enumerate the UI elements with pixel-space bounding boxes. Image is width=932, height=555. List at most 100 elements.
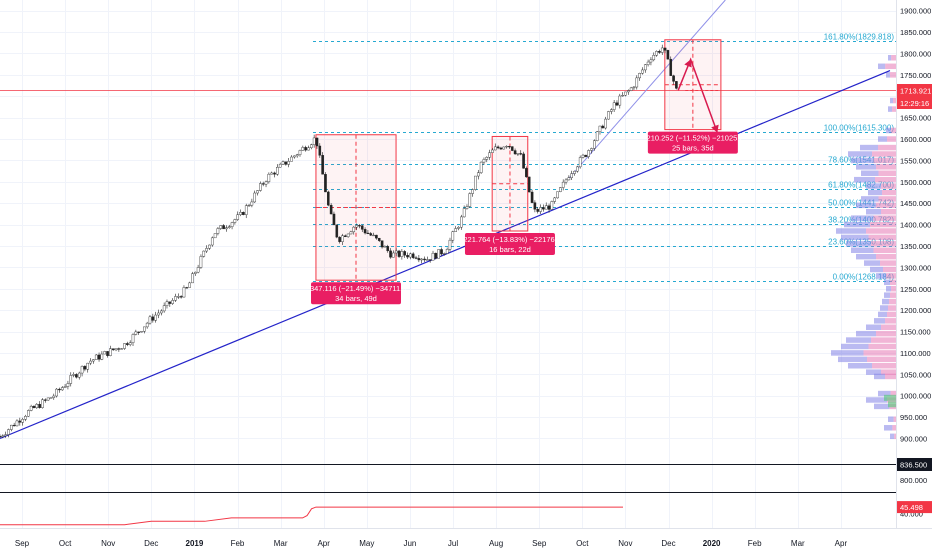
volume-profile-bar-up bbox=[878, 64, 885, 70]
candle-body bbox=[554, 198, 556, 202]
candle-body bbox=[571, 174, 573, 178]
candle-body bbox=[602, 126, 604, 128]
volume-profile-bar-up bbox=[861, 171, 879, 177]
candle-body bbox=[542, 207, 544, 209]
price-tick-label: 1350.000 bbox=[900, 242, 931, 251]
candle-body bbox=[302, 147, 304, 150]
trendlines[interactable] bbox=[0, 0, 896, 438]
time-tick-label: Jun bbox=[403, 539, 416, 548]
price-tick-label: 1750.000 bbox=[900, 71, 931, 80]
time-tick-label: 2020 bbox=[703, 539, 721, 548]
candle-body bbox=[423, 259, 425, 260]
volume-profile-bar-up bbox=[884, 280, 890, 286]
candle-body bbox=[514, 151, 516, 154]
candle-body bbox=[138, 332, 140, 333]
price-axis[interactable]: 900.000950.0001000.0001050.0001100.00011… bbox=[897, 0, 932, 528]
volume-profile-bar-up bbox=[861, 196, 879, 202]
candle-body bbox=[429, 260, 431, 261]
volume-profile-bar-up bbox=[851, 248, 874, 254]
time-tick-label: Oct bbox=[576, 539, 589, 548]
candle-body bbox=[404, 251, 406, 255]
candle-body bbox=[480, 162, 482, 173]
volume-profile-bar-down bbox=[872, 151, 896, 157]
volume-profile-bar-down bbox=[880, 260, 896, 266]
volume-profile-bar-down bbox=[881, 183, 896, 189]
volume-profile-bar-down bbox=[864, 350, 897, 356]
candle-body bbox=[231, 222, 233, 226]
candle-body bbox=[56, 389, 58, 396]
fib-retracement[interactable]: 161.80%(1829.818)100.00%(1615.300)78.60%… bbox=[313, 33, 896, 282]
candle-body bbox=[401, 251, 403, 256]
volume-profile-bar-up bbox=[882, 299, 889, 305]
candle-body bbox=[24, 416, 26, 419]
volume-profile-bar-down bbox=[881, 209, 896, 215]
candle-body bbox=[339, 237, 341, 242]
volume-profile-bar-green bbox=[888, 401, 896, 407]
candle-body bbox=[650, 60, 652, 62]
candle-body bbox=[222, 225, 224, 228]
time-tick-label: May bbox=[359, 539, 374, 548]
price-tick-label: 1000.000 bbox=[900, 392, 931, 401]
candle-body bbox=[508, 146, 510, 147]
candle-body bbox=[106, 351, 108, 355]
volume-profile-bar-down bbox=[891, 55, 896, 61]
volume-profile-bar-down bbox=[874, 248, 897, 254]
candle-body bbox=[375, 235, 377, 238]
candle-body bbox=[503, 147, 505, 149]
candle-body bbox=[613, 103, 615, 110]
long-trendline[interactable] bbox=[0, 71, 890, 439]
candle-body bbox=[610, 110, 612, 112]
candle-body bbox=[22, 419, 24, 422]
candle-body bbox=[344, 236, 346, 237]
volume-profile-bar-down bbox=[876, 331, 896, 337]
candle-body bbox=[70, 375, 72, 383]
candle-body bbox=[446, 249, 448, 253]
price-tick-label: 1900.000 bbox=[900, 7, 931, 16]
volume-profile-bar-up bbox=[878, 312, 887, 318]
volume-profile-bar-up bbox=[841, 235, 869, 241]
candle-body bbox=[559, 188, 561, 192]
candle-body bbox=[582, 155, 584, 157]
candle-body bbox=[217, 229, 219, 234]
volume-profile-bar-down bbox=[870, 222, 896, 228]
volume-profile-bar-down bbox=[894, 416, 896, 422]
candle-body bbox=[426, 260, 428, 261]
time-tick-label: Oct bbox=[59, 539, 72, 548]
current-price-label: 1713.921 bbox=[900, 87, 931, 96]
candle-body bbox=[129, 343, 131, 345]
candle-body bbox=[67, 384, 69, 387]
volume-profile-bar-up bbox=[866, 325, 881, 331]
volume-profile-bar-down bbox=[876, 254, 896, 260]
volume-profile-bar-green bbox=[884, 395, 896, 401]
candle-body bbox=[205, 248, 207, 251]
volume-profile-bar-up bbox=[864, 260, 880, 266]
candle-body bbox=[27, 410, 29, 416]
candle-body bbox=[525, 168, 527, 177]
candle-body bbox=[449, 240, 451, 249]
price-tick-label: 1050.000 bbox=[900, 370, 931, 379]
candle-body bbox=[92, 360, 94, 361]
candle-body bbox=[494, 147, 496, 150]
candle-body bbox=[596, 132, 598, 141]
candle-body bbox=[109, 349, 111, 356]
indicator-line[interactable] bbox=[0, 507, 623, 525]
candle-body bbox=[622, 95, 624, 96]
candle-body bbox=[13, 425, 15, 426]
price-tick-label: 950.000 bbox=[900, 413, 927, 422]
measure-label-line1: −221.764 (−13.83%) −22176.4 bbox=[459, 235, 561, 244]
candle-body bbox=[350, 232, 352, 234]
volume-profile-bar-down bbox=[879, 171, 897, 177]
volume-profile-bar-down bbox=[885, 64, 896, 70]
candle-body bbox=[330, 205, 332, 214]
indicator-pane[interactable] bbox=[0, 465, 932, 529]
candle-body bbox=[251, 202, 253, 205]
volume-profile-bar-down bbox=[878, 145, 896, 151]
candle-body bbox=[186, 287, 188, 288]
candle-body bbox=[2, 436, 4, 437]
volume-profile-bar-down bbox=[892, 106, 896, 112]
candle-body bbox=[282, 162, 284, 164]
price-tick-label: 1600.000 bbox=[900, 135, 931, 144]
candle-body bbox=[47, 398, 49, 400]
